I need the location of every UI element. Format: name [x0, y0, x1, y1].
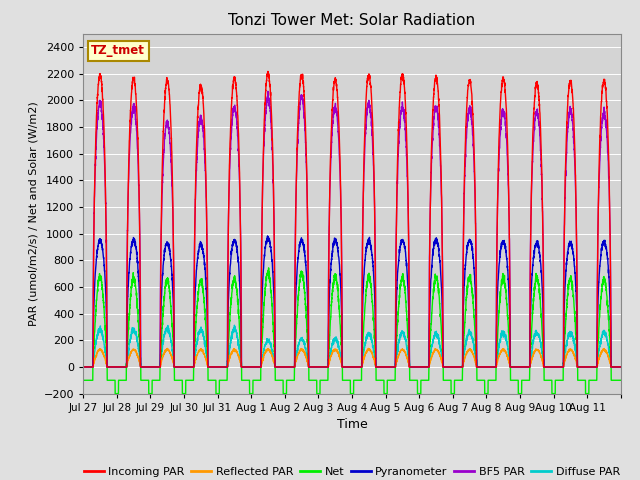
Text: TZ_tmet: TZ_tmet — [92, 44, 145, 58]
Y-axis label: PAR (umol/m2/s) / Net and Solar (W/m2): PAR (umol/m2/s) / Net and Solar (W/m2) — [28, 101, 38, 326]
X-axis label: Time: Time — [337, 418, 367, 431]
Legend: Incoming PAR, Reflected PAR, Net, Pyranometer, BF5 PAR, Diffuse PAR: Incoming PAR, Reflected PAR, Net, Pyrano… — [79, 463, 625, 480]
Title: Tonzi Tower Met: Solar Radiation: Tonzi Tower Met: Solar Radiation — [228, 13, 476, 28]
